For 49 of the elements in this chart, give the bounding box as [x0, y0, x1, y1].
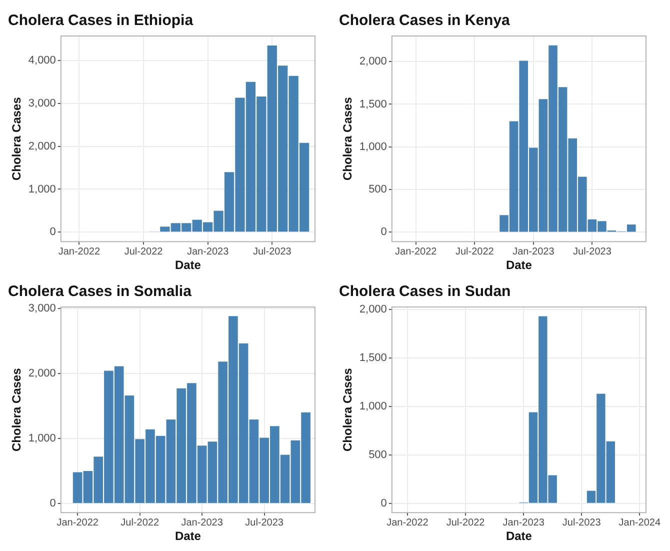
x-tick-label: Jul-2022 [446, 517, 486, 528]
y-tick-label: 1,500 [359, 98, 387, 110]
y-tick-label: 2,000 [359, 303, 387, 316]
x-tick-label: Jan-2024 [618, 517, 661, 528]
x-axis-title: Date [506, 529, 532, 544]
y-tick-label: 3,000 [28, 97, 56, 110]
x-tick-label: Jan-2023 [181, 517, 224, 528]
y-tick-label: 2,000 [28, 140, 56, 152]
x-tick-label: Jan-2022 [56, 517, 99, 528]
y-axis-title: Cholera Cases [10, 368, 24, 452]
x-tick-label: Jul-2023 [573, 246, 612, 258]
y-tick-label: 0 [380, 497, 387, 510]
y-tick-label: 500 [368, 448, 387, 461]
x-tick-label: Jan-2023 [502, 517, 545, 528]
y-tick-label: 2,000 [28, 367, 56, 380]
x-tick-label: Jul-2022 [124, 246, 164, 258]
y-tick-label: 2,000 [359, 56, 387, 68]
y-tick-label: 0 [50, 498, 56, 510]
x-tick-label: Jan-2022 [386, 517, 429, 528]
y-tick-label: 1,000 [359, 140, 387, 153]
y-tick-label: 3,000 [28, 302, 56, 314]
y-tick-label: 1,000 [28, 432, 56, 444]
x-axis-title: Date [174, 529, 202, 544]
y-tick-label: 500 [368, 184, 387, 196]
y-axis-title: Cholera Cases [340, 368, 355, 452]
y-tick-label: 0 [50, 226, 56, 238]
bar [626, 224, 636, 232]
y-axis-title: Cholera Cases [340, 96, 355, 180]
x-axis-title: Date [174, 258, 202, 272]
x-tick-label: Jul-2023 [245, 517, 284, 528]
x-tick-label: Jul-2022 [455, 246, 494, 258]
x-tick-label: Jan-2023 [512, 246, 555, 258]
chart-title: Cholera Cases in Sudan [339, 283, 511, 300]
x-tick-label: Jul-2023 [252, 246, 292, 258]
x-axis-title: Date [506, 258, 532, 272]
x-tick-label: Jul-2022 [120, 517, 160, 528]
chart-title: Cholera Cases in Kenya [339, 12, 511, 30]
x-tick-label: Jul-2023 [562, 517, 602, 528]
y-tick-label: 4,000 [28, 54, 56, 66]
x-tick-label: Jan-2022 [394, 246, 438, 258]
y-tick-label: 1,000 [359, 400, 387, 412]
y-tick-label: 1,000 [28, 183, 56, 196]
chart-title: Cholera Cases in Somalia [8, 283, 192, 300]
x-tick-label: Jan-2022 [58, 246, 100, 258]
y-axis-title: Cholera Cases [10, 96, 24, 180]
y-tick-label: 1,500 [359, 352, 387, 364]
x-tick-label: Jan-2023 [186, 246, 230, 258]
y-tick-label: 0 [380, 226, 387, 238]
chart-title: Cholera Cases in Ethiopia [8, 12, 194, 30]
